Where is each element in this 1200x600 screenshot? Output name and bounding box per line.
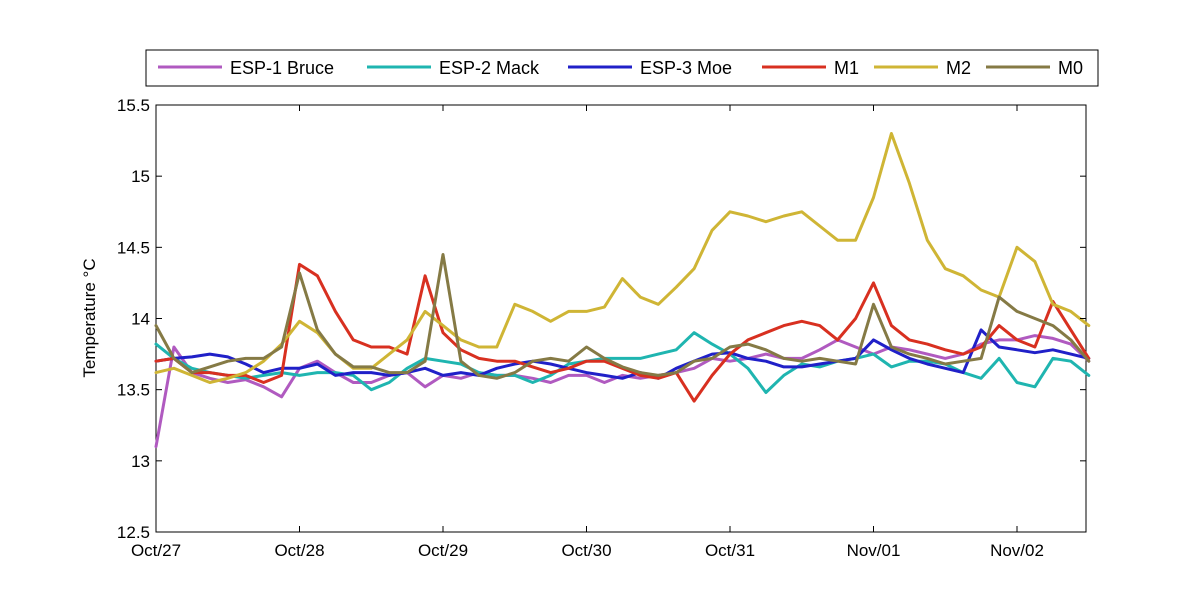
legend-label: M0 — [1058, 58, 1083, 78]
x-tick-label: Oct/28 — [274, 541, 324, 560]
series-line-1 — [154, 331, 1091, 394]
legend-label: M1 — [834, 58, 859, 78]
legend-label: ESP-1 Bruce — [230, 58, 334, 78]
y-tick-label: 13 — [131, 452, 150, 471]
legend-label: ESP-2 Mack — [439, 58, 540, 78]
series-line-2 — [154, 328, 1091, 380]
x-tick-label: Oct/30 — [561, 541, 611, 560]
x-tick-label: Nov/01 — [847, 541, 901, 560]
y-tick-label: 14 — [131, 310, 150, 329]
y-tick-label: 13.5 — [117, 381, 150, 400]
legend-label: ESP-3 Moe — [640, 58, 732, 78]
y-tick-label: 15.5 — [117, 96, 150, 115]
y-tick-label: 15 — [131, 167, 150, 186]
x-axis: Oct/27 Oct/28 Oct/29 Oct/30 Oct/31 Nov/01 Nov/… — [131, 105, 1044, 560]
x-tick-label: Oct/27 — [131, 541, 181, 560]
y-axis: 12.5 13 13.5 14 14.5 15 15.5 — [117, 96, 1086, 542]
x-tick-label: Oct/29 — [418, 541, 468, 560]
series-line-5 — [154, 253, 1091, 380]
legend-items: ESP-1 Bruce ESP-2 Mack ESP-3 Moe M1 M2 M0 — [158, 58, 1083, 78]
series-line-4 — [154, 132, 1091, 384]
legend: ESP-1 Bruce ESP-2 Mack ESP-3 Moe M1 M2 M0 — [145, 49, 1099, 87]
y-tick-label: 12.5 — [117, 523, 150, 542]
x-tick-label: Nov/02 — [990, 541, 1044, 560]
series-line-0 — [154, 334, 1091, 449]
y-tick-label: 14.5 — [117, 238, 150, 257]
x-tick-label: Oct/31 — [705, 541, 755, 560]
legend-label: M2 — [946, 58, 971, 78]
series-lines — [154, 132, 1091, 449]
y-axis-label: Temperature °C — [80, 258, 99, 377]
plot-frame — [155, 104, 1087, 533]
